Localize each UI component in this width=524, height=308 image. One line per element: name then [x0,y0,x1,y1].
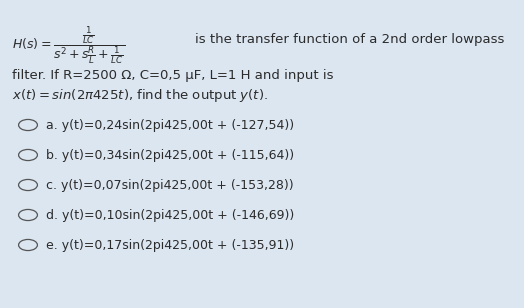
Text: d. y(t)=0,10sin(2pi425,00t + (-146,69)): d. y(t)=0,10sin(2pi425,00t + (-146,69)) [46,209,294,221]
Text: is the transfer function of a 2nd order lowpass: is the transfer function of a 2nd order … [195,34,505,47]
Text: b. y(t)=0,34sin(2pi425,00t + (-115,64)): b. y(t)=0,34sin(2pi425,00t + (-115,64)) [46,148,294,161]
Text: filter. If R=2500 Ω, C=0,5 μF, L=1 H and input is: filter. If R=2500 Ω, C=0,5 μF, L=1 H and… [12,68,333,82]
Text: $H(s) = \dfrac{\frac{1}{LC}}{s^2+s\frac{R}{L}+\frac{1}{LC}}$: $H(s) = \dfrac{\frac{1}{LC}}{s^2+s\frac{… [12,25,125,67]
Text: c. y(t)=0,07sin(2pi425,00t + (-153,28)): c. y(t)=0,07sin(2pi425,00t + (-153,28)) [46,179,293,192]
Text: a. y(t)=0,24sin(2pi425,00t + (-127,54)): a. y(t)=0,24sin(2pi425,00t + (-127,54)) [46,119,294,132]
Text: $x(t) = \mathit{sin}(2\pi 425t)$, find the output $y(t)$.: $x(t) = \mathit{sin}(2\pi 425t)$, find t… [12,87,268,103]
Text: e. y(t)=0,17sin(2pi425,00t + (-135,91)): e. y(t)=0,17sin(2pi425,00t + (-135,91)) [46,238,294,252]
